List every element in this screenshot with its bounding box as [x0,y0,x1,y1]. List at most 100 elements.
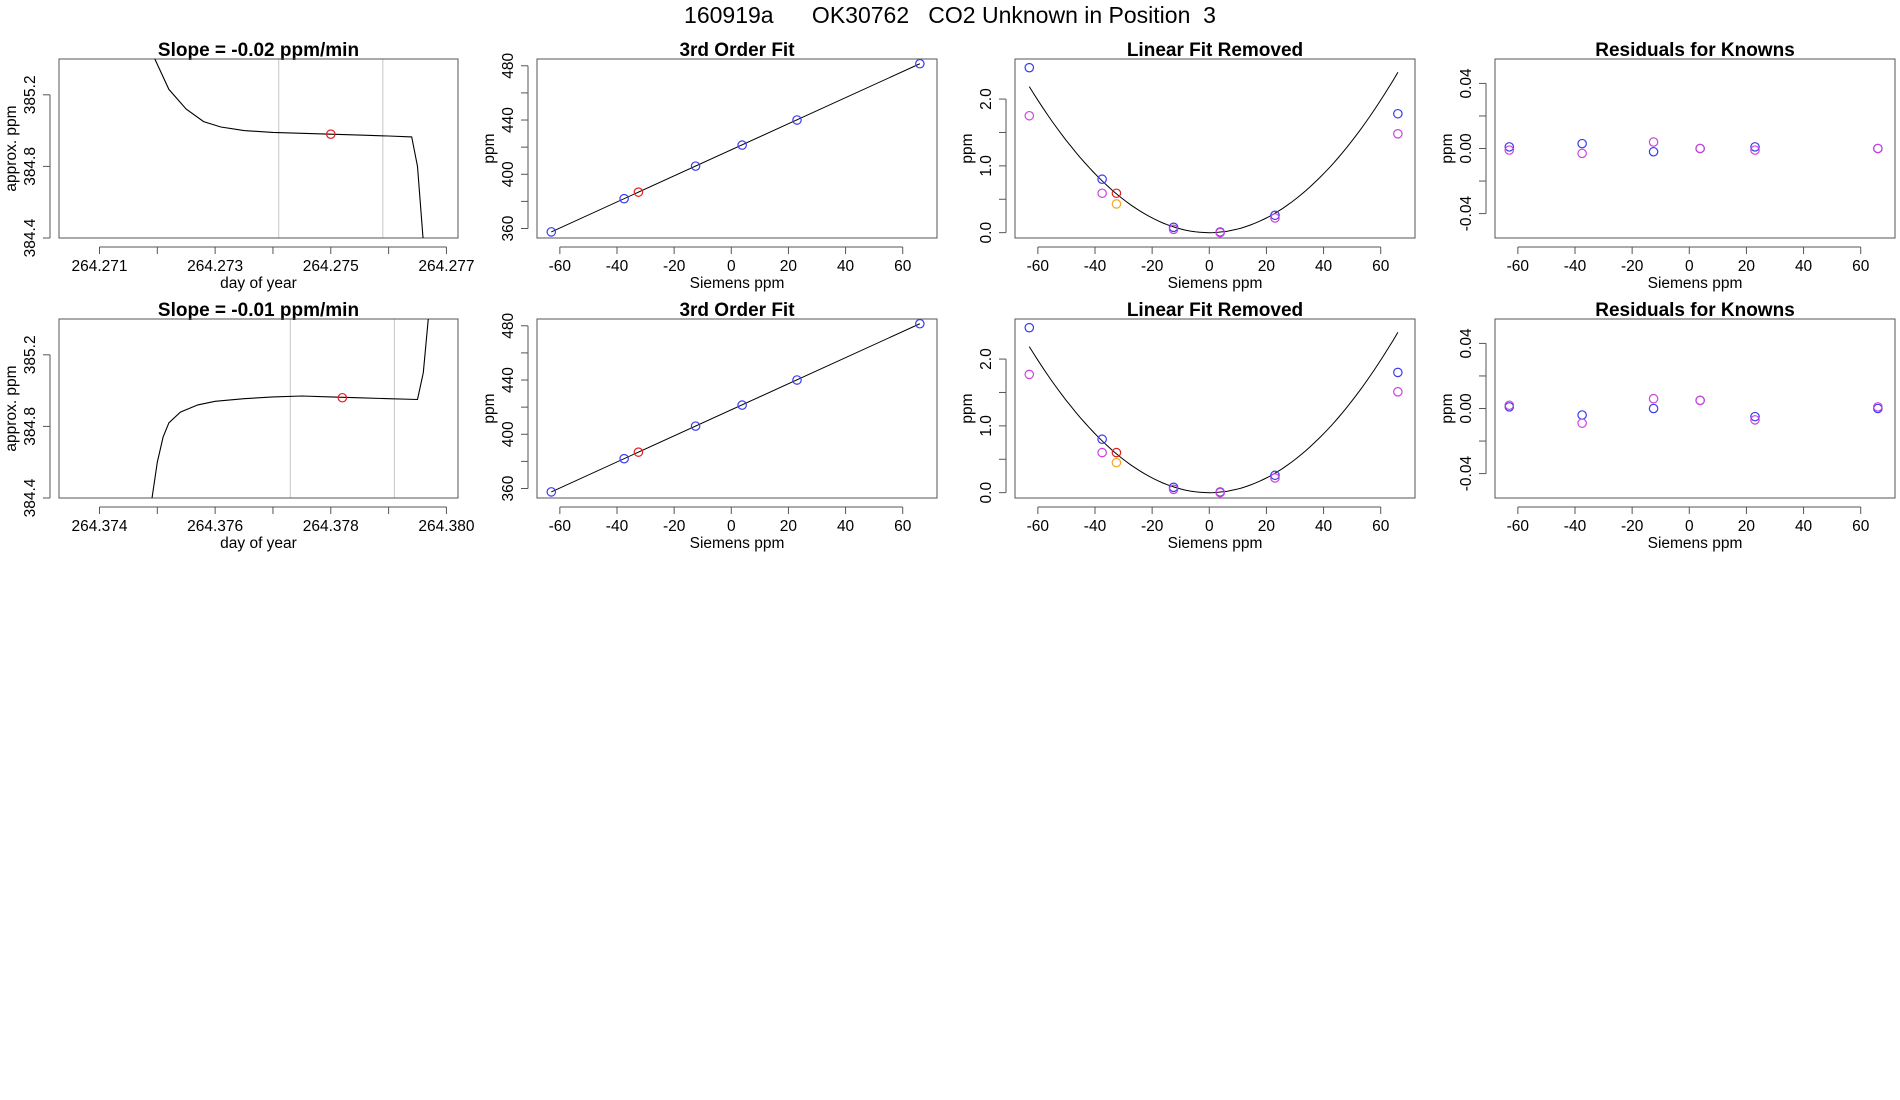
x-tick-label: 264.380 [418,518,474,535]
x-axis-label: Siemens ppm [690,275,785,292]
data-point-orange [1111,199,1122,209]
y-tick-label: 0.04 [1458,328,1475,359]
chart-panel-7: Linear Fit Removed -60 -40 -20 0 20 40 60 Siemen… [959,300,1416,552]
x-tick-label: -60 [1027,518,1050,535]
x-tick-label: 0 [1205,518,1214,535]
data-point-blue [1097,174,1107,185]
y-axis-label: approx. ppm [3,105,20,191]
mean-marker [337,392,348,403]
y-tick-label: 2.0 [978,88,995,110]
data-point-blue [619,453,629,464]
panel-title: Linear Fit Removed [1127,300,1303,321]
chart-panel-2: 3rd Order Fit -60 -40 -20 0 20 40 60 Siemens ppm… [481,40,938,292]
data-point-magenta [1504,400,1515,411]
y-tick-label: 385.2 [22,335,39,374]
x-tick-label: 60 [1372,518,1390,535]
data-point-blue [792,375,802,385]
y-tick-label: 2.0 [978,348,995,370]
data-point-blue [792,115,802,125]
data-point-blue [546,227,557,237]
data-point-magenta [1648,393,1659,404]
x-tick-label: -40 [1084,258,1107,275]
x-tick-label: 0 [727,258,736,275]
x-tick-label: 40 [1795,258,1813,275]
x-axis-label: Siemens ppm [690,535,785,552]
data-point-blue [546,487,557,497]
data-point-blue [619,193,629,204]
x-tick-label: 60 [1372,258,1390,275]
y-axis-label: ppm [481,393,498,423]
y-axis-label: ppm [959,393,976,423]
x-tick-label: -40 [606,518,629,535]
chart-panel-4: Residuals for Knowns -60 -40 -20 0 20 40 60 Siem… [1439,40,1896,292]
fit-line [551,323,921,493]
x-tick-label: -20 [663,258,686,275]
x-tick-label: -20 [1141,518,1164,535]
data-point-magenta [1393,387,1403,397]
data-point-blue [1270,470,1280,481]
plot-data [151,319,429,498]
data-point-magenta [1215,487,1225,498]
data-point-magenta [1097,188,1107,199]
y-tick-label: 384.4 [22,478,39,517]
x-tick-label: 60 [1852,518,1870,535]
x-tick-label: -20 [1141,258,1164,275]
plot-data [154,59,424,238]
plot-frame [58,58,459,239]
x-tick-label: 40 [837,518,855,535]
x-tick-label: 0 [1685,518,1694,535]
x-tick-label: 0 [1205,258,1214,275]
panel-title: 3rd Order Fit [679,40,795,61]
chart-panel-1: Slope = -0.02 ppm/min 264.271 264.273 264.2… [3,40,474,292]
data-point-magenta [1577,418,1587,428]
x-tick-label: -60 [549,518,572,535]
data-point-magenta [1504,145,1515,155]
data-point-blue [1648,146,1659,157]
y-tick-label: 360 [500,475,517,501]
x-tick-label: 20 [1258,258,1276,275]
x-tick-label: 40 [837,258,855,275]
x-tick-label: 60 [1852,258,1870,275]
y-tick-label: -0.04 [1458,456,1475,492]
chart-panel-3: Linear Fit Removed -60 -40 -20 0 20 40 60 Siemen… [959,40,1416,292]
data-point-magenta [1270,473,1280,483]
data-point-magenta [1168,484,1179,495]
y-tick-label: 480 [500,52,517,78]
y-tick-label: 400 [500,161,517,187]
data-point-magenta [1097,447,1107,458]
data-point-red [1111,188,1122,199]
data-point-blue [1393,108,1403,119]
x-axis-label: Siemens ppm [1648,535,1743,552]
panel-title: Residuals for Knowns [1595,40,1795,61]
x-tick-label: 20 [1738,518,1756,535]
data-point-magenta [1648,137,1659,147]
plot-frame [536,58,938,239]
data-point-magenta [1577,148,1587,159]
y-tick-label: 384.8 [22,407,39,446]
y-axis-label: approx. ppm [3,365,20,451]
data-point-magenta [1168,224,1179,235]
x-tick-label: -20 [1621,258,1644,275]
data-point-blue [915,59,925,69]
y-tick-label: 1.0 [978,415,995,437]
plot-data [1504,393,1883,428]
y-tick-label: 0.0 [978,482,995,504]
data-point-blue [1648,403,1659,414]
chart-panel-5: Slope = -0.01 ppm/min 264.374 264.376 264.3… [3,300,475,552]
data-point-orange [1111,457,1122,468]
chart-panel-8: Residuals for Knowns -60 -40 -20 0 20 40 60 Siem… [1439,300,1896,552]
panel-title: Residuals for Knowns [1595,300,1795,321]
data-point-blue [1024,62,1035,73]
x-axis-label: Siemens ppm [1168,275,1263,292]
data-point-blue [1750,411,1760,422]
data-point-blue [1504,142,1515,152]
data-point-blue [915,319,925,329]
x-tick-label: -40 [1564,258,1587,275]
x-tick-label: 40 [1795,518,1813,535]
plot-data [1504,137,1883,159]
x-tick-label: 40 [1315,518,1333,535]
plot-data [1024,322,1403,498]
x-tick-label: 264.277 [418,258,474,275]
x-tick-label: 40 [1315,258,1333,275]
